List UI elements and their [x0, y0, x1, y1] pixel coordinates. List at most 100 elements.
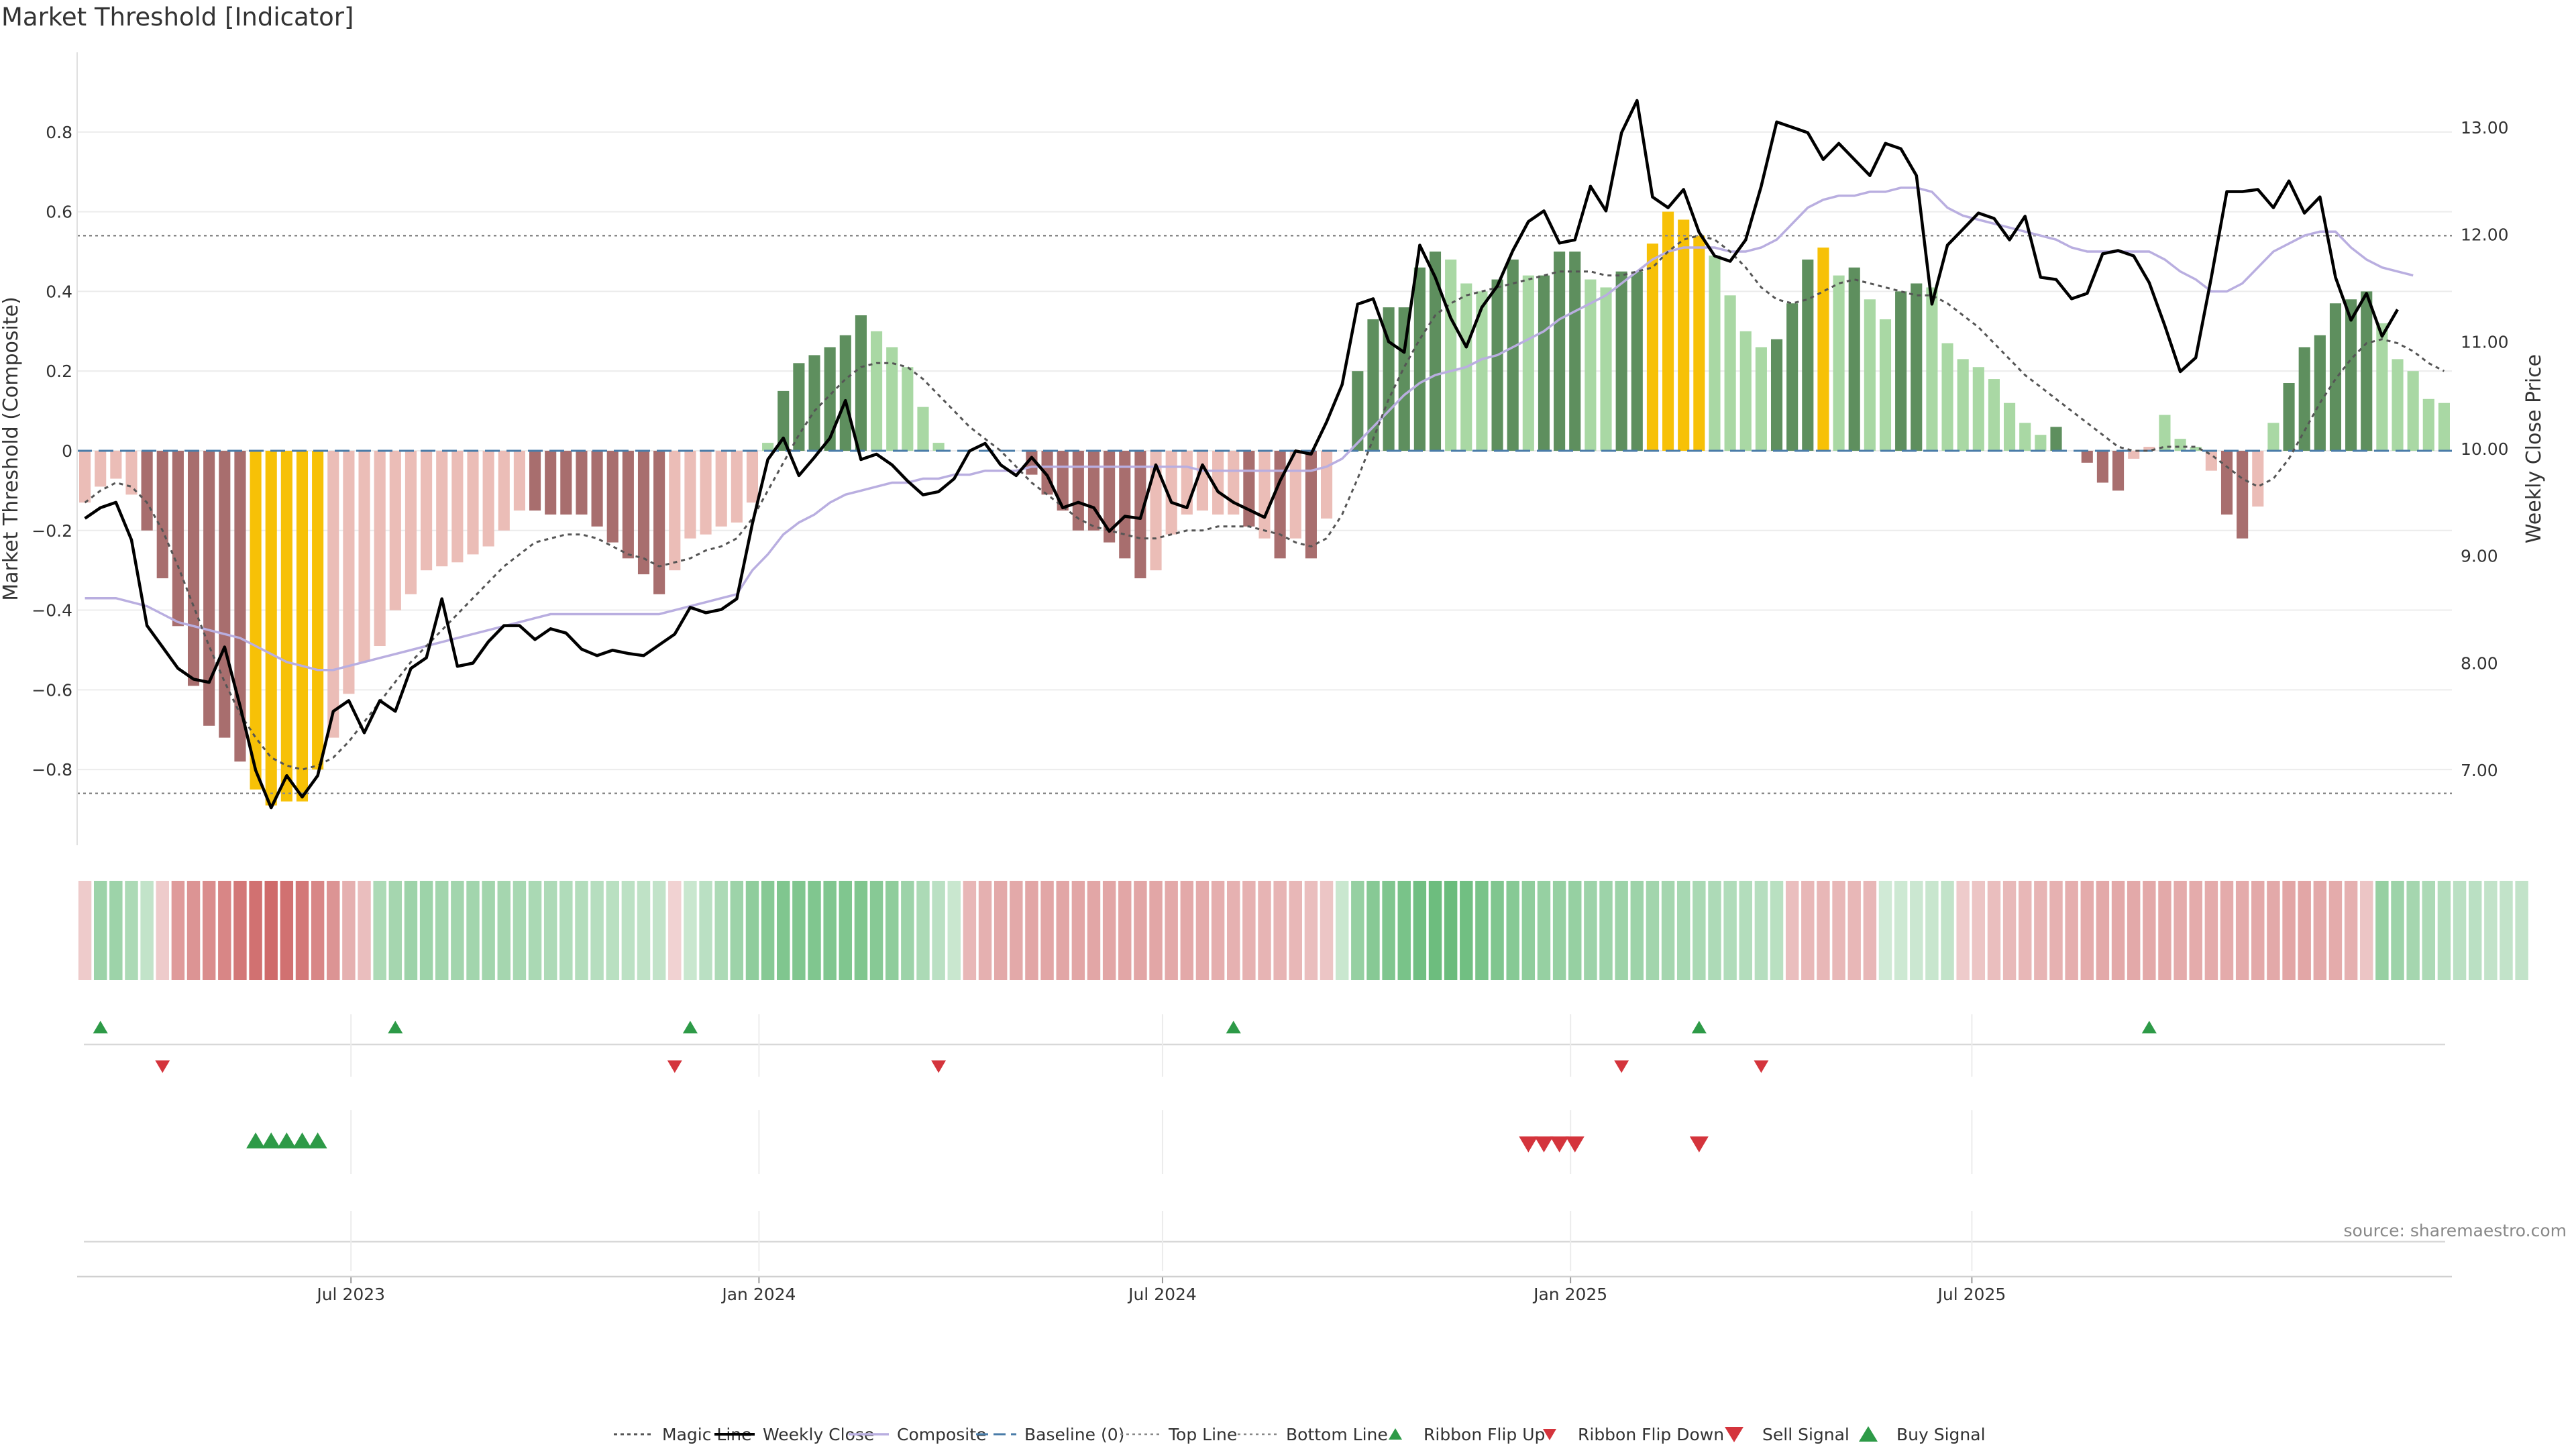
sell-signal-marker	[1550, 1136, 1569, 1152]
composite-bar	[808, 355, 820, 451]
composite-bar	[110, 450, 122, 479]
composite-bar	[1926, 287, 1938, 451]
composite-bar	[2112, 450, 2125, 491]
y-tick-label: 0.4	[46, 282, 72, 301]
ribbon-cell	[1102, 881, 1116, 980]
ribbon-cell	[1382, 881, 1395, 980]
composite-bar	[280, 450, 292, 802]
composite-bars	[79, 211, 2450, 806]
ribbon-cell	[2235, 881, 2249, 980]
composite-bar	[1988, 379, 2000, 451]
ribbon-cell	[2002, 881, 2017, 980]
signal-panels	[77, 1014, 2452, 1278]
ribbon-cell	[1770, 881, 1784, 980]
composite-bar	[2314, 335, 2326, 451]
ribbon-cell	[947, 881, 961, 980]
ribbon-cell	[1894, 881, 1908, 980]
ribbon-cell	[295, 881, 309, 980]
y-right-tick-label: 7.00	[2461, 761, 2498, 780]
sell-signal-marker	[1565, 1136, 1585, 1152]
composite-bar	[498, 450, 510, 531]
x-tick-label: Jan 2024	[720, 1285, 796, 1304]
legend-label: Baseline (0)	[1024, 1425, 1124, 1444]
composite-bar	[1739, 331, 1752, 451]
composite-bar	[1848, 267, 1860, 451]
y-right-tick-label: 11.00	[2461, 332, 2509, 352]
composite-bar	[1104, 450, 1116, 543]
composite-bar	[1491, 279, 1503, 451]
ribbon-cell	[1506, 881, 1519, 980]
ribbon-flip-up-marker	[2141, 1020, 2157, 1034]
ribbon-cell	[684, 881, 697, 980]
composite-bar	[2407, 371, 2419, 451]
composite-bar	[1367, 319, 1379, 451]
series-lines	[77, 99, 2452, 810]
ribbon-cell	[358, 881, 371, 980]
ribbon-cell	[1335, 881, 1349, 980]
ribbon-cell	[1723, 881, 1737, 980]
composite-bar	[731, 450, 743, 523]
ribbon-cell	[140, 881, 154, 980]
composite-bar	[405, 450, 417, 594]
x-tick-label: Jul 2023	[315, 1285, 385, 1304]
composite-bar	[265, 450, 277, 806]
ribbon-flip-down-marker	[667, 1060, 682, 1073]
ribbon-cell	[419, 881, 433, 980]
ribbon-cell	[327, 881, 340, 980]
ribbon-cell	[2034, 881, 2047, 980]
composite-bar	[2376, 323, 2388, 451]
ribbon-cell	[1242, 881, 1256, 980]
composite-bar	[622, 450, 634, 559]
ribbon-cell	[2298, 881, 2311, 980]
ribbon-cell	[1149, 881, 1163, 980]
composite-bar	[482, 450, 494, 547]
composite-bar	[2081, 450, 2093, 463]
ribbon-cell	[1537, 881, 1551, 980]
ribbon-cell	[2500, 881, 2513, 980]
ribbon-cell	[1832, 881, 1845, 980]
composite-bar	[1693, 235, 1705, 451]
ribbon-cell	[156, 881, 169, 980]
composite-bar	[2345, 299, 2357, 451]
ribbon-cell	[1785, 881, 1799, 980]
legend-label: Sell Signal	[1762, 1425, 1849, 1444]
ribbon-cell	[1878, 881, 1892, 980]
ribbon-cell	[699, 881, 712, 980]
ribbon-cell	[1366, 881, 1380, 980]
composite-bar	[2298, 347, 2310, 451]
ribbon-cell	[1956, 881, 1970, 980]
ribbon-cell	[777, 881, 790, 980]
composite-bar	[2237, 450, 2249, 539]
composite-bar	[2422, 398, 2434, 451]
composite-bar	[762, 443, 774, 451]
ribbon-cell	[404, 881, 418, 980]
ribbon-cell	[2127, 881, 2141, 980]
y-tick-label: 0	[62, 441, 72, 461]
ribbon-cell	[78, 881, 92, 980]
legend: Magic Line Weekly Close Composite Baseline …	[614, 1425, 1986, 1444]
composite-bar	[451, 450, 464, 563]
composite-bar	[1662, 211, 1674, 451]
composite-bar	[855, 315, 867, 451]
ribbon-cell	[388, 881, 402, 980]
ribbon-cell	[2360, 881, 2373, 980]
ribbon-cell	[109, 881, 123, 980]
ribbon-cell	[2220, 881, 2234, 980]
ribbon-cell	[2437, 881, 2451, 980]
sell-signal-marker	[1519, 1136, 1538, 1152]
ribbon-cell	[1708, 881, 1721, 980]
ribbon-cell	[2174, 881, 2187, 980]
composite-bar	[902, 367, 914, 451]
composite-bar	[576, 450, 588, 515]
ribbon-cell	[373, 881, 386, 980]
y-right-tick-label: 13.00	[2461, 118, 2509, 138]
ribbon-cell	[202, 881, 216, 980]
composite-bar	[1895, 291, 1907, 451]
ribbon-cell	[1040, 881, 1054, 980]
composite-bar	[1786, 303, 1799, 451]
ribbon-cell	[590, 881, 604, 980]
ribbon-cell	[543, 881, 557, 980]
ribbon-cell	[435, 881, 449, 980]
ribbon-cell	[2019, 881, 2032, 980]
ribbon-cell	[978, 881, 992, 980]
